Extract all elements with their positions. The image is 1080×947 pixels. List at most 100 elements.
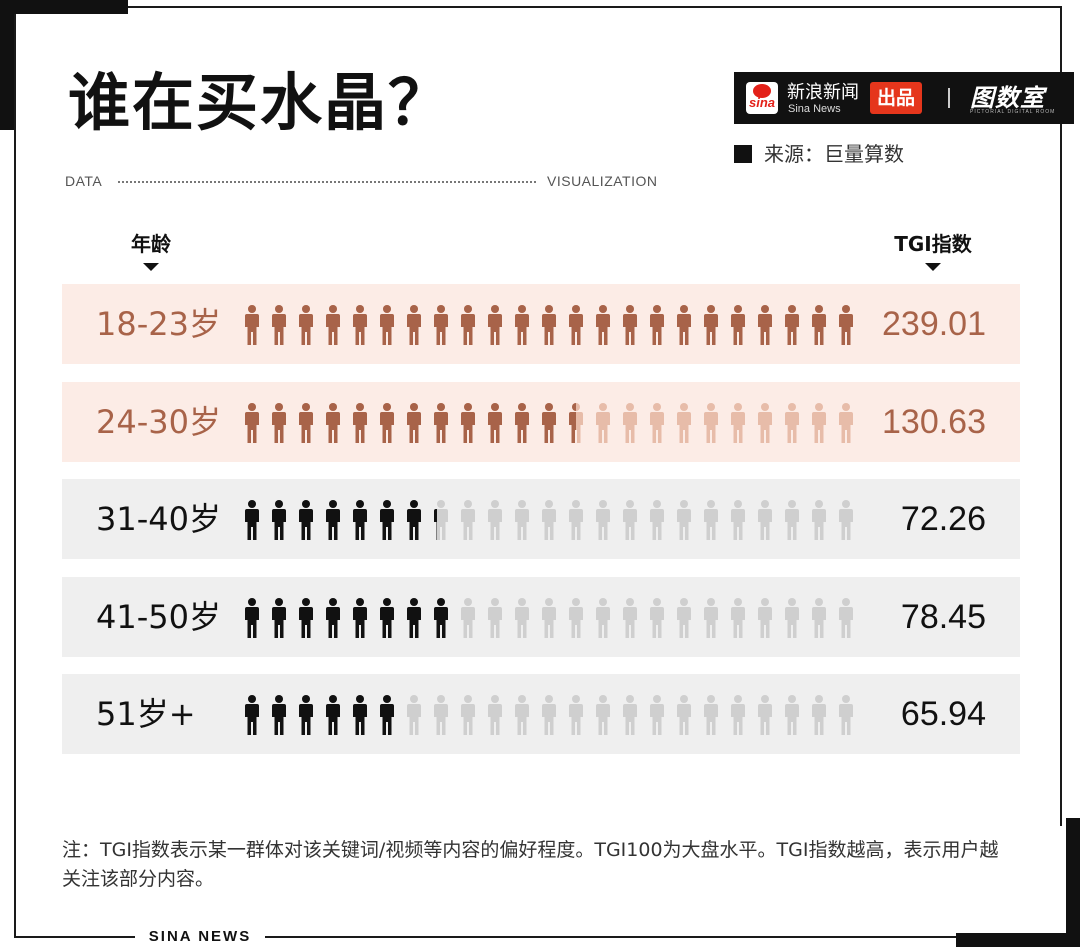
person-icon	[245, 695, 259, 735]
person-icon	[488, 305, 502, 345]
age-column-header: 年龄	[128, 228, 174, 271]
person-icon	[515, 695, 529, 735]
corner-bottom-right-h	[956, 933, 1080, 947]
person-icon	[569, 695, 583, 735]
person-icon	[272, 500, 286, 540]
chart-row: 24-30岁 130.63	[62, 381, 1020, 462]
subtitle-visualization: VISUALIZATION	[547, 173, 658, 189]
age-group-label: 51岁+	[96, 695, 196, 733]
tgi-header-text: TGI指数	[894, 232, 972, 256]
person-icon	[299, 597, 313, 638]
person-icon	[677, 402, 691, 443]
person-icon	[326, 305, 340, 345]
person-icon	[461, 597, 475, 638]
person-icon	[542, 695, 556, 735]
person-icon	[704, 500, 718, 540]
person-icon	[434, 695, 448, 735]
person-icon	[488, 402, 502, 443]
person-icon-bar	[245, 695, 853, 735]
person-icon	[758, 597, 772, 638]
person-icon	[623, 695, 637, 735]
person-icon-bar	[245, 305, 853, 345]
corner-top-left	[0, 0, 14, 130]
person-icon	[596, 695, 610, 735]
footer-text: SINA NEWS	[134, 928, 266, 945]
person-icon	[785, 402, 799, 443]
person-icon	[839, 597, 853, 638]
source-text: 来源：巨量算数	[764, 142, 904, 166]
age-group-label: 24-30岁	[96, 402, 221, 441]
person-icon	[380, 695, 394, 735]
person-icon	[461, 305, 475, 345]
person-icon	[650, 305, 664, 345]
person-icon	[569, 597, 583, 638]
person-icon	[299, 695, 313, 735]
person-icon	[515, 597, 529, 638]
person-icon	[272, 695, 286, 735]
brand-name-cn: 新浪新闻	[787, 82, 859, 103]
person-icon-bar	[245, 500, 853, 540]
person-icon	[623, 402, 637, 443]
person-icon	[245, 500, 259, 540]
person-icon	[623, 500, 637, 540]
person-icon	[596, 402, 610, 443]
person-icon	[623, 305, 637, 345]
brand-name-en: Sina News	[788, 103, 841, 115]
brand-banner: sina 新浪新闻 Sina News 出品 图数室 PICTORIAL DIG…	[734, 72, 1074, 124]
person-icon	[623, 597, 637, 638]
person-icon	[488, 597, 502, 638]
person-icon	[758, 695, 772, 735]
person-icon	[812, 695, 826, 735]
sina-logo-icon: sina	[746, 82, 778, 114]
person-icon	[380, 500, 394, 540]
person-icon	[461, 695, 475, 735]
person-icon	[677, 695, 691, 735]
subtitle-data: DATA	[65, 173, 103, 189]
person-icon	[569, 402, 583, 443]
person-icon	[515, 500, 529, 540]
person-icon	[272, 305, 286, 345]
person-icon	[407, 597, 421, 638]
person-icon	[758, 402, 772, 443]
person-icon	[569, 305, 583, 345]
person-icon	[704, 402, 718, 443]
person-icon	[407, 402, 421, 443]
person-icon	[299, 402, 313, 443]
person-icon	[353, 597, 367, 638]
person-icon	[326, 402, 340, 443]
person-icon	[434, 305, 448, 345]
person-icon	[326, 695, 340, 735]
person-icon	[758, 500, 772, 540]
page-title: 谁在买水晶？	[68, 66, 453, 139]
tgi-column-header: TGI指数	[890, 228, 976, 271]
age-group-label: 18-23岁	[96, 305, 221, 343]
person-icon	[677, 500, 691, 540]
person-icon	[380, 305, 394, 345]
person-icon	[812, 402, 826, 443]
corner-bottom-right	[1066, 818, 1080, 947]
person-icon	[731, 500, 745, 540]
person-icon	[596, 597, 610, 638]
person-icon	[515, 402, 529, 443]
person-icon	[677, 597, 691, 638]
chart-row: 31-40岁 72.26	[62, 479, 1020, 559]
person-icon	[785, 500, 799, 540]
person-icon	[407, 695, 421, 735]
frame-top-line	[14, 6, 1062, 8]
brand-separator	[948, 88, 950, 108]
person-icon	[434, 597, 448, 638]
frame-left-line	[14, 6, 16, 936]
person-icon	[839, 305, 853, 345]
tgi-value-label: 72.26	[900, 500, 986, 538]
person-icon	[704, 305, 718, 345]
corner-top-left-h	[0, 0, 128, 14]
person-icon	[326, 597, 340, 638]
person-icon	[731, 305, 745, 345]
person-icon	[380, 597, 394, 638]
person-icon	[353, 500, 367, 540]
person-icon	[650, 695, 664, 735]
person-icon	[461, 500, 475, 540]
person-icon	[785, 597, 799, 638]
age-header-text: 年龄	[131, 232, 171, 256]
dotted-divider	[118, 181, 536, 183]
